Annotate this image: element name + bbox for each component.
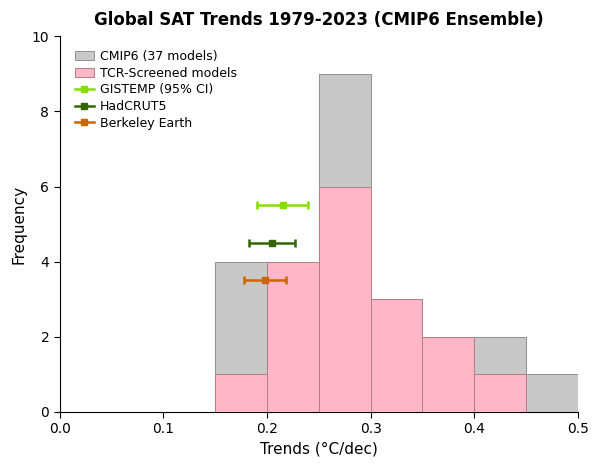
Y-axis label: Frequency: Frequency (11, 184, 26, 263)
Bar (422, 337, 475, 412)
Bar (371, 299, 422, 412)
Bar (371, 299, 422, 412)
Bar (267, 262, 319, 412)
Bar (475, 374, 526, 412)
Title: Global SAT Trends 1979-2023 (CMIP6 Ensemble): Global SAT Trends 1979-2023 (CMIP6 Ensem… (94, 11, 544, 29)
Bar (526, 374, 578, 412)
Bar (267, 299, 319, 412)
Bar (319, 74, 371, 412)
Bar (215, 374, 267, 412)
Bar (422, 337, 475, 412)
Legend: CMIP6 (37 models), TCR-Screened models, GISTEMP (95% CI), HadCRUT5, Berkeley Ear: CMIP6 (37 models), TCR-Screened models, … (71, 46, 241, 134)
Bar (215, 262, 267, 412)
X-axis label: Trends (°C/dec): Trends (°C/dec) (260, 442, 378, 457)
Bar (319, 187, 371, 412)
Bar (475, 337, 526, 412)
